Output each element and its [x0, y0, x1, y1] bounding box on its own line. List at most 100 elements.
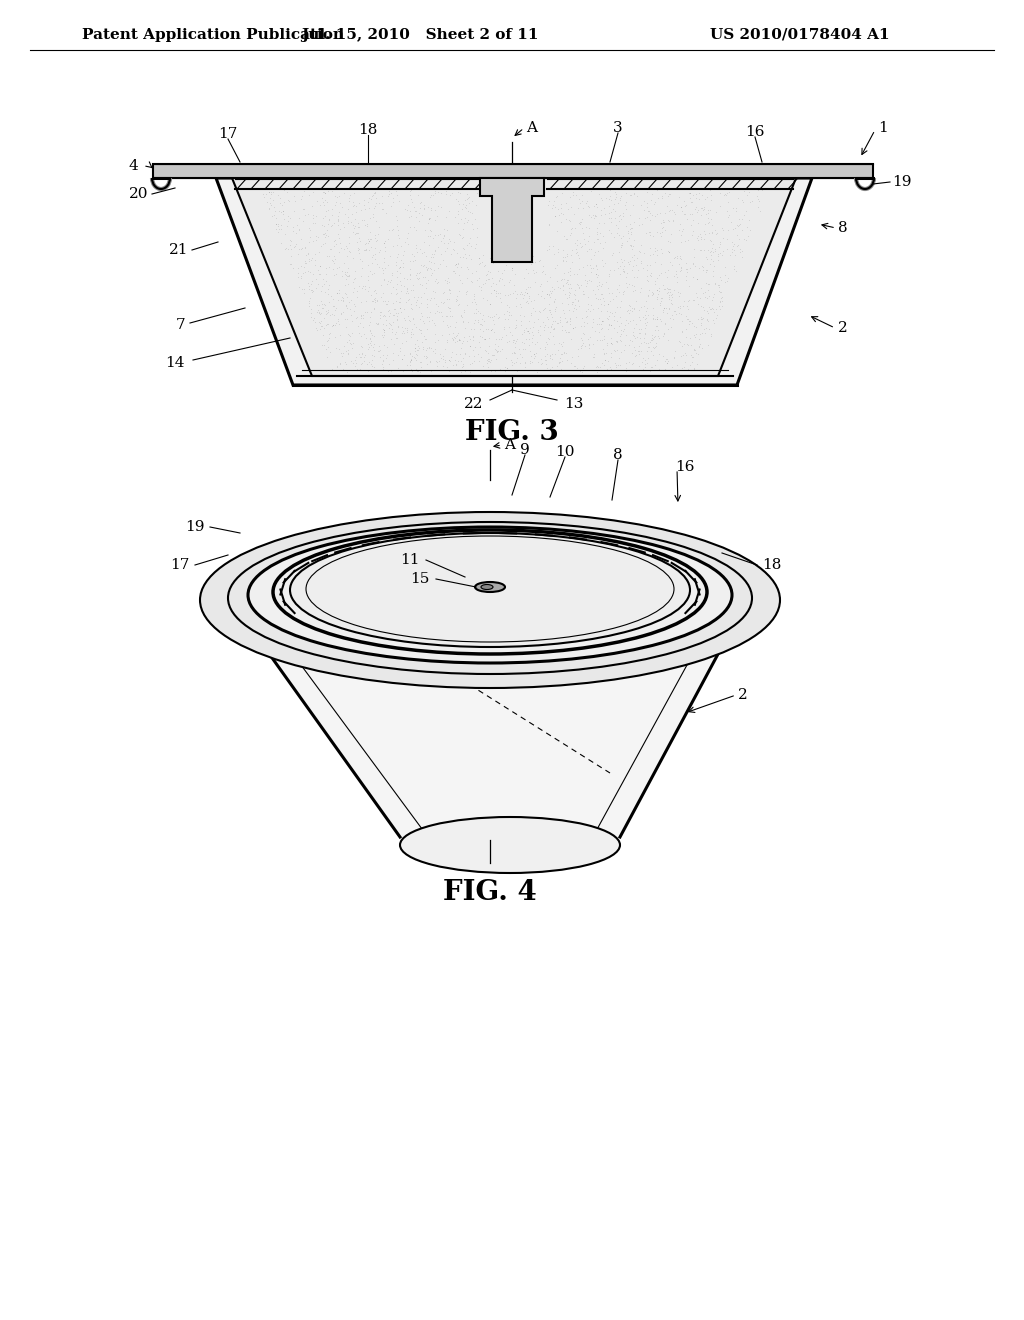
Point [416, 195, 432, 216]
Point [629, 247, 645, 268]
Point [293, 267, 309, 288]
Point [653, 222, 670, 243]
Point [464, 261, 480, 282]
Point [387, 323, 403, 345]
Point [527, 300, 544, 321]
Point [481, 327, 498, 348]
Point [660, 242, 677, 263]
Point [371, 223, 387, 244]
Point [708, 202, 724, 223]
Point [629, 327, 645, 348]
Point [471, 351, 487, 372]
Point [352, 313, 369, 334]
Point [687, 197, 703, 218]
Point [687, 339, 703, 360]
Point [392, 256, 409, 277]
Point [454, 308, 470, 329]
Point [450, 201, 466, 222]
Point [608, 297, 625, 318]
Point [622, 300, 638, 321]
Point [457, 360, 473, 381]
Point [427, 240, 443, 261]
Point [653, 238, 670, 259]
Point [560, 261, 577, 282]
Point [544, 314, 560, 335]
Point [602, 180, 618, 201]
Point [314, 325, 331, 346]
Point [551, 205, 567, 226]
Point [435, 227, 452, 248]
Point [470, 301, 486, 322]
Point [483, 282, 500, 304]
Point [552, 306, 568, 327]
Point [613, 236, 630, 257]
Point [286, 201, 302, 222]
Point [331, 338, 347, 359]
Point [427, 339, 443, 360]
Point [356, 323, 373, 345]
Point [508, 309, 524, 330]
Point [347, 209, 364, 230]
Point [425, 227, 441, 248]
Point [712, 290, 728, 312]
Point [559, 288, 575, 309]
Point [365, 252, 381, 273]
Point [291, 218, 307, 239]
Point [415, 337, 431, 358]
Point [657, 182, 674, 203]
Point [339, 286, 355, 308]
Point [430, 257, 446, 279]
Point [568, 239, 585, 260]
Point [419, 352, 435, 374]
Point [452, 330, 468, 351]
Point [647, 238, 664, 259]
Text: A: A [504, 438, 515, 451]
Point [697, 223, 714, 244]
Point [311, 256, 328, 277]
Point [660, 281, 677, 302]
Point [684, 203, 700, 224]
Point [339, 297, 355, 318]
Point [633, 194, 649, 215]
Point [671, 219, 687, 240]
Point [484, 267, 501, 288]
Point [585, 333, 601, 354]
Point [616, 255, 633, 276]
Point [648, 286, 665, 308]
Point [612, 234, 629, 255]
Point [699, 213, 716, 234]
Point [402, 321, 419, 342]
Point [541, 300, 557, 321]
Point [663, 289, 679, 310]
Point [476, 329, 493, 350]
Point [631, 343, 647, 364]
Point [344, 322, 360, 343]
Point [663, 293, 679, 314]
Point [350, 216, 367, 238]
Point [377, 231, 393, 252]
Point [611, 275, 628, 296]
Point [441, 298, 458, 319]
Point [602, 314, 618, 335]
Point [377, 257, 393, 279]
Point [487, 360, 504, 381]
Point [303, 249, 319, 271]
Point [719, 201, 735, 222]
Point [377, 290, 393, 312]
Point [313, 315, 330, 337]
Point [421, 209, 437, 230]
Point [547, 310, 563, 331]
Point [322, 209, 338, 230]
Point [423, 244, 439, 265]
Point [373, 275, 389, 296]
Point [515, 333, 531, 354]
Point [554, 350, 570, 371]
Point [313, 214, 330, 235]
Point [360, 240, 377, 261]
Point [690, 343, 707, 364]
Point [447, 288, 464, 309]
Point [487, 333, 504, 354]
Point [561, 314, 578, 335]
Point [542, 280, 558, 301]
Point [339, 257, 355, 279]
